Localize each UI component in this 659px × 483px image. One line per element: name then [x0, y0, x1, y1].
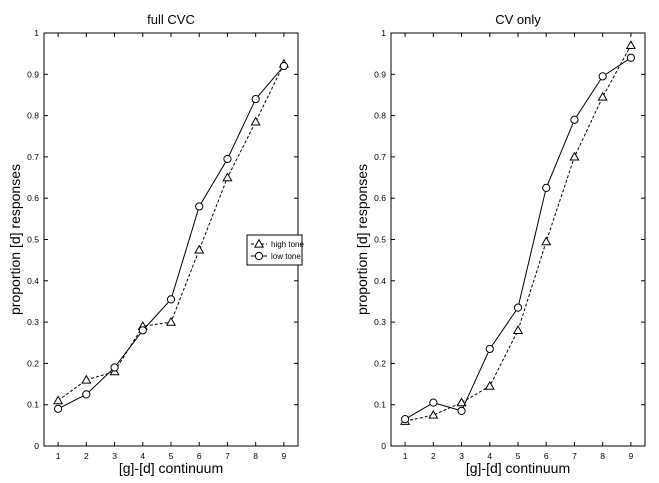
data-point: [251, 94, 260, 104]
x-tick-label: 6: [197, 451, 202, 461]
x-tick-label: 4: [140, 451, 145, 461]
data-point: [279, 61, 288, 71]
x-axis-label: [g]-[d] continuum: [466, 460, 570, 476]
x-tick-label: 8: [600, 451, 605, 461]
data-point: [53, 395, 64, 405]
y-tick-label: 0.8: [374, 111, 386, 121]
y-tick-label: 0.4: [374, 276, 386, 286]
data-point: [81, 374, 92, 384]
x-tick-label: 1: [403, 451, 408, 461]
y-tick-label: 1: [381, 28, 386, 38]
data-point: [165, 316, 177, 326]
x-tick-label: 1: [56, 451, 61, 461]
data-point: [110, 363, 119, 372]
y-tick-label: 0.6: [27, 193, 39, 203]
data-point: [138, 326, 147, 335]
data-point: [82, 390, 91, 399]
data-point: [541, 236, 552, 246]
x-tick-label: 5: [169, 451, 174, 461]
data-point: [428, 409, 439, 419]
data-point: [626, 53, 635, 62]
series-low-tone: [401, 53, 635, 424]
data-point: [166, 295, 176, 304]
x-tick-label: 9: [629, 451, 634, 461]
data-point: [485, 344, 494, 354]
y-tick-label: 0: [34, 441, 39, 451]
x-tick-label: 9: [282, 451, 287, 461]
y-tick-label: 0.8: [27, 111, 39, 121]
series-high-tone: [53, 58, 289, 405]
series-low-tone: [54, 61, 288, 413]
data-point: [598, 72, 607, 81]
data-point: [513, 303, 523, 312]
series-line: [57, 63, 285, 401]
data-point: [625, 40, 636, 50]
x-tick-label: 2: [431, 451, 436, 461]
legend: high tone low tone: [246, 234, 304, 266]
data-point: [429, 398, 438, 407]
data-point: [222, 172, 233, 182]
y-tick-label: 0.5: [27, 235, 39, 245]
chart-panel-full-cvc: full CVC [g]-[d] continuum proportion [d] …: [7, 12, 304, 476]
data-point: [570, 115, 579, 124]
data-point: [484, 380, 495, 390]
x-axis-label: [g]-[d] continuum: [119, 460, 223, 476]
y-tick-label: 0.1: [27, 400, 39, 410]
y-tick-label: 1: [34, 28, 39, 38]
y-axis-label: proportion [d] responses: [7, 164, 23, 315]
legend-marker: [254, 251, 264, 261]
data-point: [569, 151, 580, 161]
data-point: [401, 415, 410, 424]
y-tick-label: 0.9: [374, 69, 386, 79]
data-point: [194, 244, 205, 254]
x-tick-label: 8: [253, 451, 258, 461]
y-tick-label: 0.5: [374, 235, 386, 245]
y-tick-label: 0.2: [27, 358, 39, 368]
legend-label: low tone: [271, 252, 301, 261]
chart-panel-cv-only: CV only [g]-[d] continuum proportion [d] r…: [354, 12, 646, 476]
series-line: [404, 57, 632, 420]
x-tick-label: 7: [572, 451, 577, 461]
data-point: [542, 183, 551, 192]
y-tick-label: 0.2: [374, 358, 386, 368]
y-tick-label: 0.7: [27, 152, 39, 162]
y-tick-label: 0.7: [374, 152, 386, 162]
y-tick-label: 0.3: [27, 317, 39, 327]
data-point: [457, 406, 466, 415]
data-point: [54, 404, 63, 413]
x-tick-label: 3: [112, 451, 117, 461]
legend-label: high tone: [271, 240, 304, 249]
chart-title: full CVC: [147, 12, 195, 27]
legend-box: [246, 234, 303, 266]
data-point: [597, 91, 608, 101]
y-tick-label: 0.9: [27, 69, 39, 79]
x-tick-label: 3: [459, 451, 464, 461]
x-tick-label: 6: [544, 451, 549, 461]
y-tick-label: 0.6: [374, 193, 386, 203]
x-tick-label: 7: [225, 451, 230, 461]
legend-marker: [253, 238, 265, 248]
y-axis-label: proportion [d] responses: [354, 164, 370, 315]
x-tick-label: 4: [487, 451, 492, 461]
data-point: [250, 116, 261, 126]
series-line: [405, 45, 632, 422]
y-tick-label: 0.3: [374, 317, 386, 327]
y-tick-label: 0.4: [27, 276, 39, 286]
data-point: [456, 397, 467, 407]
y-tick-label: 0: [381, 441, 386, 451]
chart-title: CV only: [495, 12, 541, 27]
x-tick-label: 2: [84, 451, 89, 461]
data-point: [195, 202, 204, 211]
y-tick-label: 0.1: [374, 400, 386, 410]
plot-frame: [390, 32, 646, 447]
data-point: [223, 154, 232, 164]
series-high-tone: [400, 40, 636, 425]
x-tick-label: 5: [516, 451, 521, 461]
data-point: [512, 325, 524, 335]
